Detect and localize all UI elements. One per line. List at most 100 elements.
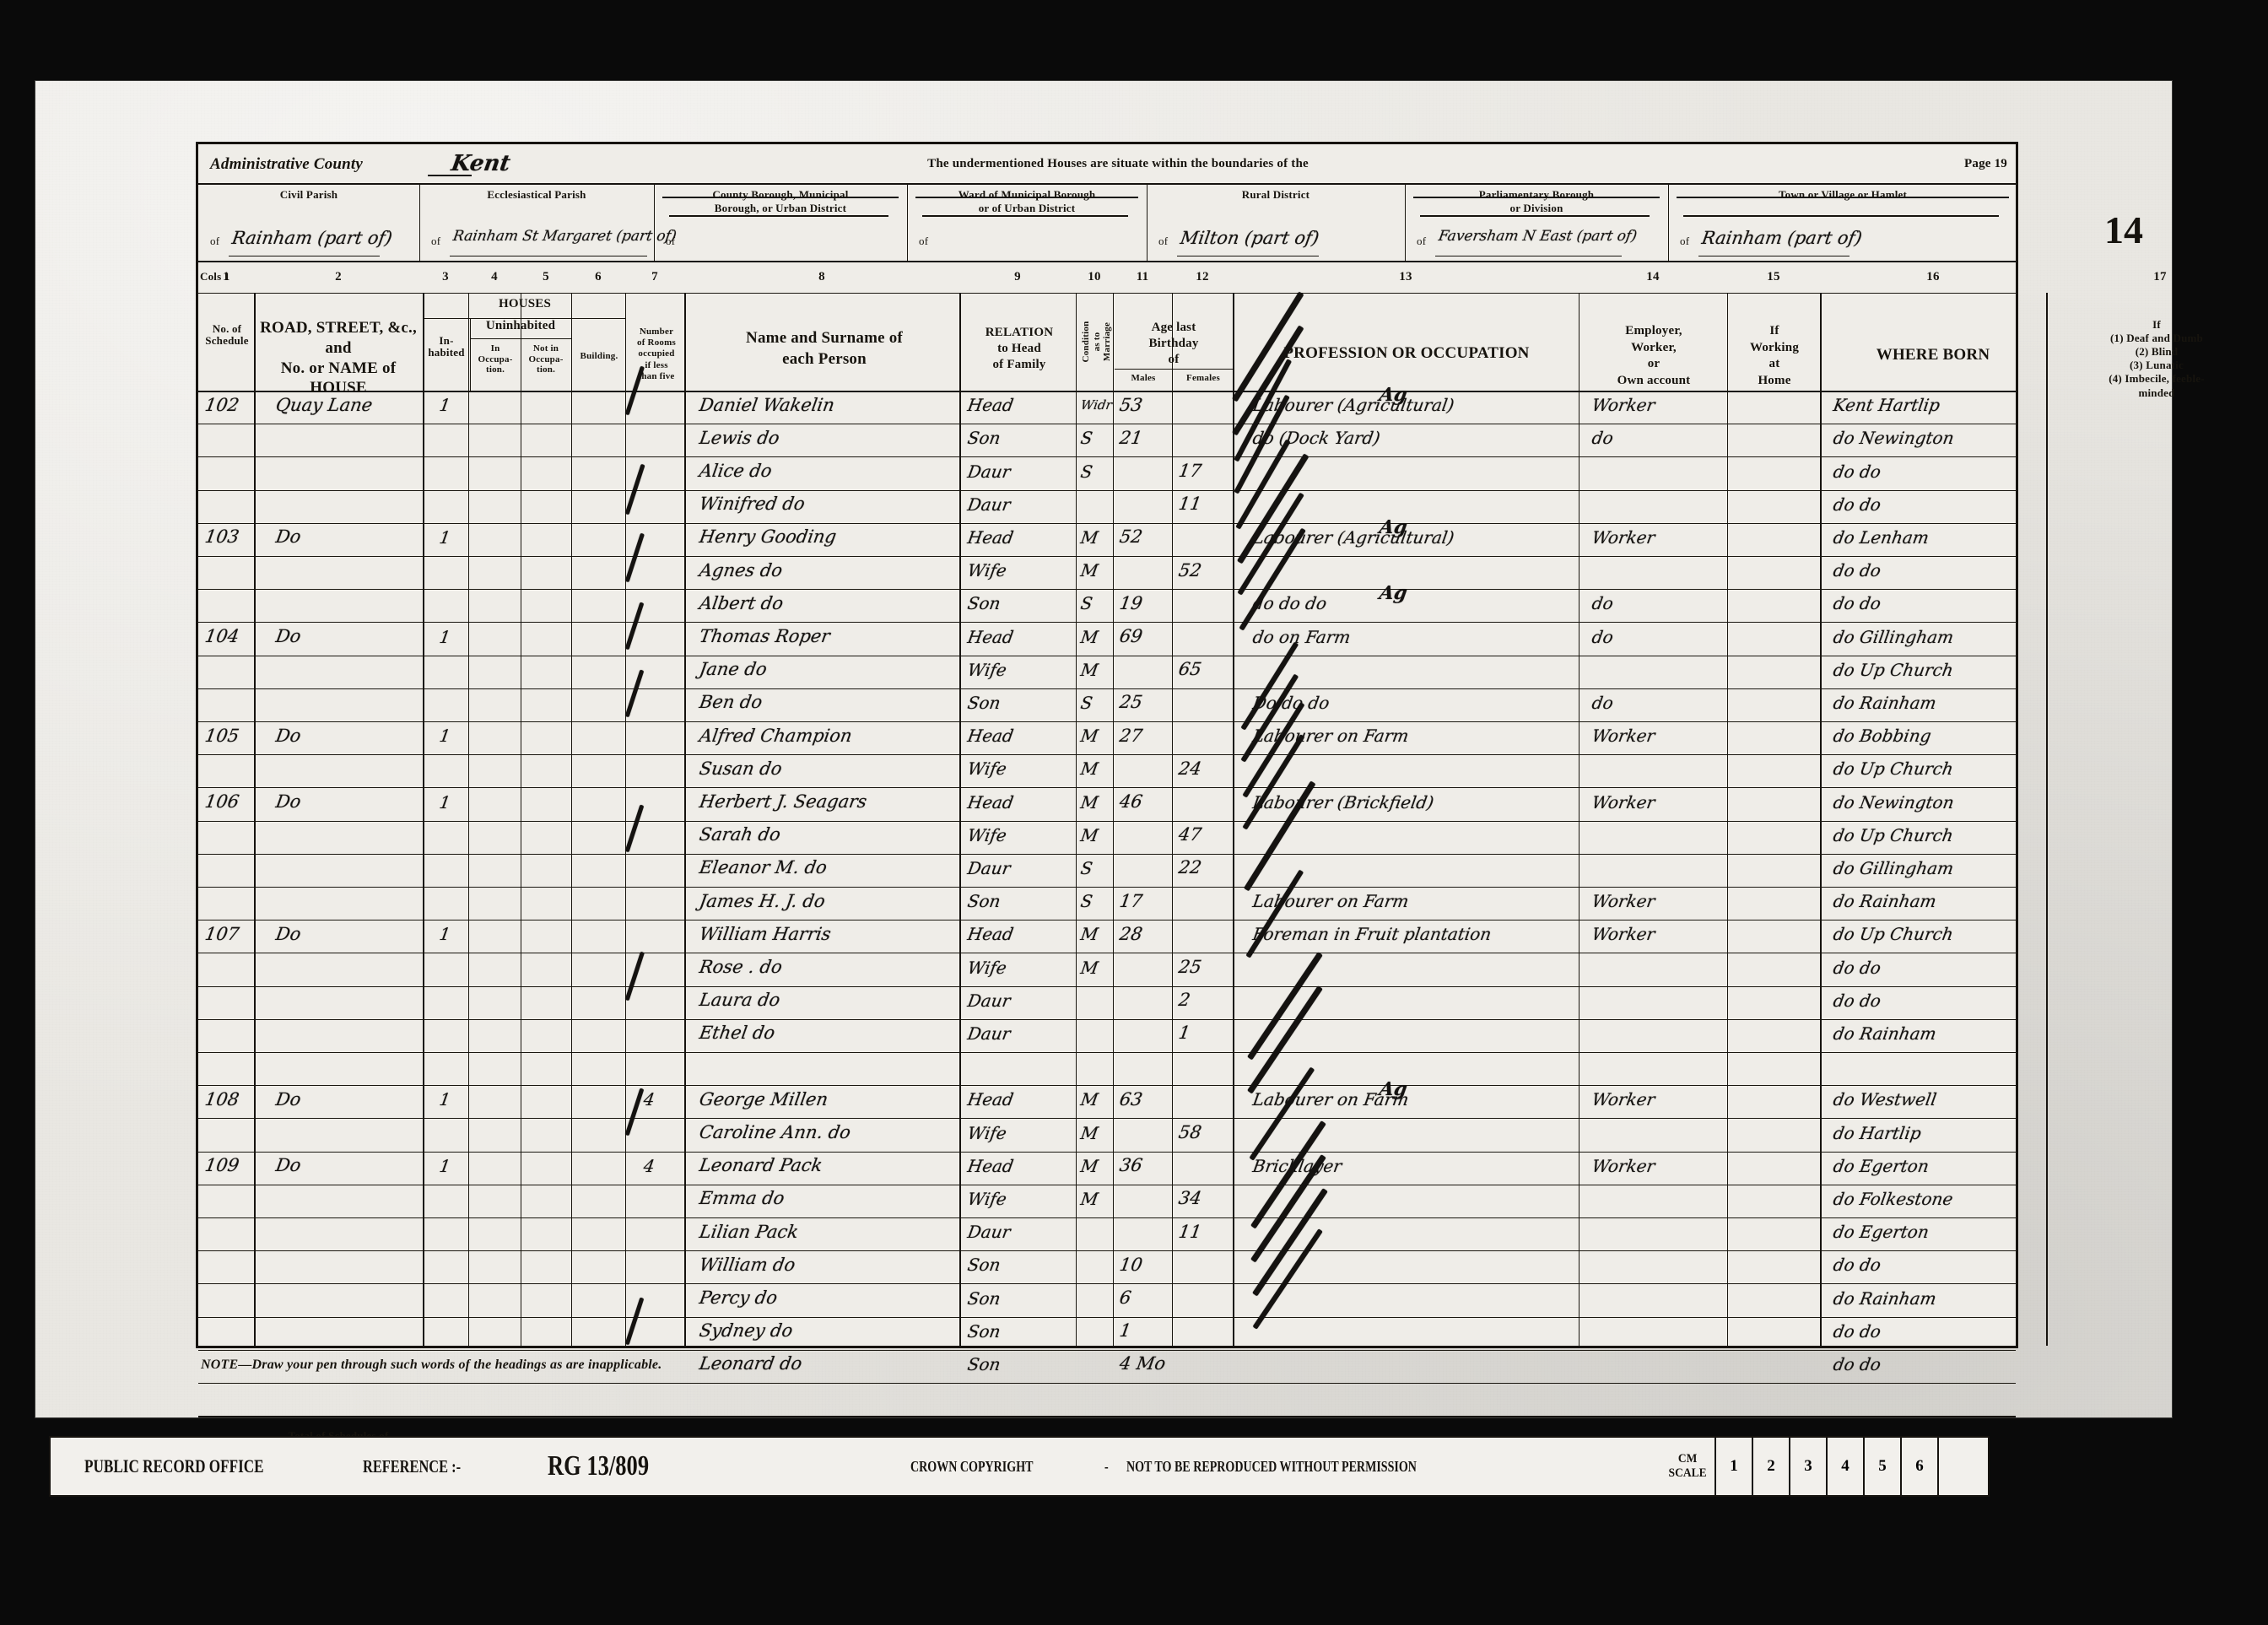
cell-condition: S	[1079, 593, 1094, 614]
district-value-rural-district: Milton (part of)	[1179, 227, 1321, 248]
header-employer: Employer, Worker, or Own account	[1617, 324, 1691, 387]
cell-profession-annotation: Ag	[1377, 1078, 1409, 1101]
cell-name: Emma do	[698, 1188, 786, 1209]
district-of-county-borough: of	[666, 235, 676, 247]
cell-born: do Hartlip	[1832, 1122, 1923, 1143]
header-females: Females	[1186, 373, 1220, 383]
reference-value: RG 13/809	[548, 1450, 650, 1482]
cell-born: do do	[1832, 560, 1882, 581]
cell-born: do do	[1832, 990, 1882, 1011]
header-relation: RELATION to Head of Family	[985, 326, 1054, 371]
district-label-county-borough: County Borough, Municipal Borough, or Ur…	[712, 188, 849, 214]
cell-born: do Rainham	[1832, 891, 1938, 912]
column-number-12: 12	[1196, 270, 1209, 283]
cell-relation: Daur	[966, 1222, 1012, 1243]
cell-employer: do	[1590, 626, 1615, 647]
header-males: Males	[1131, 373, 1156, 383]
cell-born: do Newington	[1832, 791, 1956, 812]
header-inhabited: In- habited	[428, 334, 465, 359]
cell-condition: M	[1079, 957, 1100, 978]
cell-male-age: 1	[1118, 1320, 1133, 1342]
folio-number: 14	[2104, 208, 2143, 251]
cell-employer: Worker	[1590, 395, 1657, 416]
cell-employer: do	[1590, 693, 1615, 713]
scale-mark-2: 2	[1752, 1438, 1789, 1495]
cell-relation: Daur	[966, 494, 1012, 515]
header-building: Building.	[580, 351, 618, 361]
cell-male-age: 28	[1118, 923, 1144, 944]
cell-relation: Head	[966, 626, 1015, 647]
cell-schedule: 107	[203, 923, 241, 944]
cell-relation: Wife	[966, 1189, 1008, 1209]
cell-employer: Worker	[1590, 1089, 1657, 1110]
cell-name: Susan do	[698, 758, 784, 779]
cell-profession-annotation: Ag	[1377, 582, 1409, 605]
cell-condition: M	[1079, 1155, 1100, 1176]
cell-relation: Head	[966, 726, 1015, 747]
cell-name: Thomas Roper	[698, 626, 832, 646]
header-in-occupation: In Occupa- tion.	[478, 343, 513, 375]
pen-stroke	[624, 669, 645, 718]
cell-male-age: 17	[1118, 890, 1144, 911]
cell-female-age: 11	[1177, 494, 1203, 515]
header-uninhabited-group: Uninhabited	[485, 319, 556, 332]
cell-relation: Wife	[966, 957, 1008, 978]
cell-name: James H. J. do	[698, 890, 827, 911]
column-number-13: 13	[1399, 270, 1412, 283]
header-working-home: If Working at Home	[1749, 324, 1800, 387]
cell-name: Laura do	[698, 990, 782, 1011]
cell-road: Do	[274, 526, 303, 548]
cell-relation: Head	[966, 1155, 1015, 1176]
crown-copyright-label: CROWN COPYRIGHT	[910, 1457, 1034, 1475]
cell-profession: Foreman in Fruit plantation	[1251, 924, 1493, 945]
cell-employer: Worker	[1590, 891, 1657, 912]
cell-inhabited: 1	[438, 726, 452, 747]
cell-road: Do	[274, 1155, 303, 1176]
cell-born: do Bobbing	[1832, 726, 1933, 747]
cell-road: Do	[274, 1088, 303, 1109]
cell-female-age: 1	[1177, 1023, 1192, 1044]
cell-born: do do	[1832, 1255, 1882, 1276]
cell-road: Quay Lane	[274, 394, 375, 415]
cell-male-age: 6	[1118, 1288, 1133, 1308]
cell-road: Do	[274, 791, 303, 812]
pen-stroke	[624, 602, 645, 651]
cell-relation: Wife	[966, 1122, 1008, 1143]
cell-born: do Egerton	[1832, 1155, 1930, 1176]
district-value-parliamentary-borough: Faversham N East (part of)	[1437, 228, 1639, 246]
district-label-ecclesiastical-parish: Ecclesiastical Parish	[487, 188, 586, 201]
cell-name: Lewis do	[698, 427, 781, 448]
cell-female-age: 2	[1177, 990, 1192, 1011]
cell-condition: M	[1079, 924, 1100, 945]
cell-name: Sarah do	[698, 824, 782, 845]
district-label-town-village: Town or Village or Hamlet	[1778, 188, 1908, 201]
cell-inhabited: 1	[438, 924, 452, 945]
cell-male-age: 36	[1118, 1155, 1144, 1176]
cell-born: do Up Church	[1832, 824, 1955, 845]
administrative-county-label: Administrative County	[210, 155, 364, 173]
cell-relation: Son	[966, 1255, 1002, 1276]
cell-male-age: 63	[1118, 1088, 1144, 1109]
header-name: Name and Surname of each Person	[746, 329, 903, 368]
cell-female-age: 34	[1177, 1188, 1203, 1209]
cell-born: do Rainham	[1832, 1023, 1938, 1044]
district-label-ward: Ward of Municipal Borough or of Urban Di…	[958, 188, 1096, 214]
header-profession: PROFESSION OR OCCUPATION	[1283, 344, 1530, 362]
scale-mark-end	[1937, 1438, 1988, 1495]
footer-separator: -	[1104, 1457, 1109, 1475]
cell-female-age: 24	[1177, 758, 1203, 779]
scale-mark-3: 3	[1789, 1438, 1826, 1495]
header-not-in-occupation: Not in Occupa- tion.	[528, 343, 564, 375]
cell-employer: Worker	[1590, 924, 1657, 945]
cell-condition: S	[1079, 858, 1094, 878]
cell-name: Sydney do	[698, 1320, 795, 1342]
administrative-county-value: Kent	[449, 151, 512, 176]
form-note: NOTE—Draw your pen through such words of…	[201, 1358, 662, 1372]
district-label-civil-parish: Civil Parish	[279, 188, 338, 201]
cell-condition: Widr	[1079, 397, 1114, 413]
cell-name: Ethel do	[698, 1023, 777, 1044]
district-of-rural-district: of	[1158, 235, 1169, 247]
column-number-3: 3	[442, 270, 449, 283]
cell-relation: Son	[966, 1320, 1002, 1342]
cell-employer: do	[1590, 428, 1615, 449]
